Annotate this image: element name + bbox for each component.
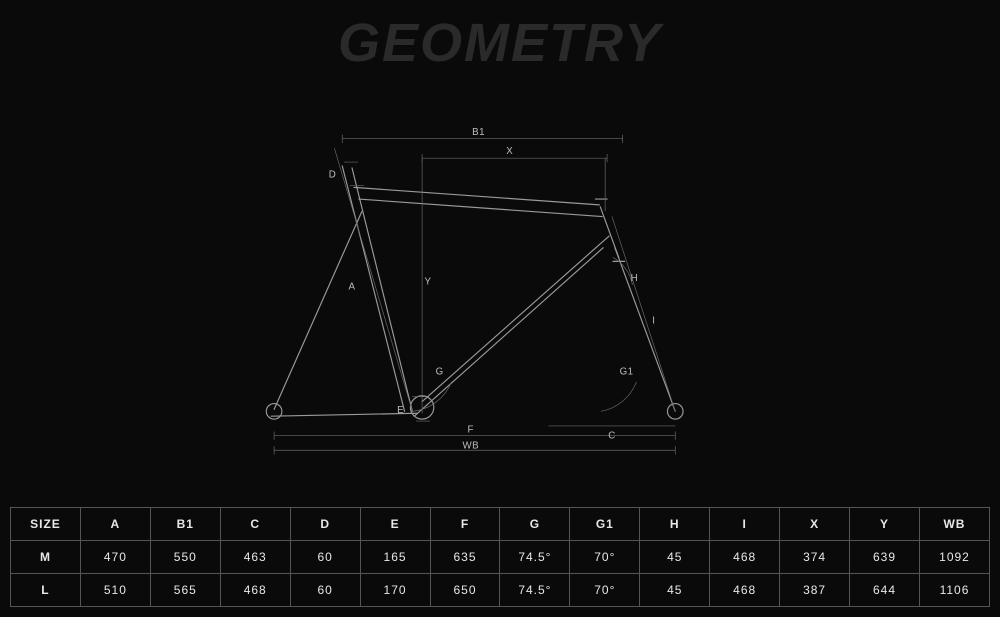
value-cell: 650 — [430, 574, 500, 607]
value-cell: 170 — [360, 574, 430, 607]
col-y: Y — [850, 508, 920, 541]
value-cell: 70° — [570, 574, 640, 607]
size-cell: L — [11, 574, 81, 607]
svg-text:Y: Y — [424, 277, 431, 288]
svg-text:I: I — [652, 316, 655, 327]
geometry-table-wrap: SIZEAB1CDEFGG1HIXYWB M470550463601656357… — [10, 507, 990, 607]
svg-text:C: C — [608, 431, 616, 442]
col-i: I — [710, 508, 780, 541]
svg-text:D: D — [329, 170, 337, 181]
value-cell: 468 — [710, 541, 780, 574]
value-cell: 70° — [570, 541, 640, 574]
svg-text:G1: G1 — [620, 366, 634, 377]
value-cell: 639 — [850, 541, 920, 574]
value-cell: 468 — [220, 574, 290, 607]
col-c: C — [220, 508, 290, 541]
value-cell: 165 — [360, 541, 430, 574]
value-cell: 74.5° — [500, 574, 570, 607]
value-cell: 45 — [640, 541, 710, 574]
value-cell: 45 — [640, 574, 710, 607]
value-cell: 60 — [290, 541, 360, 574]
svg-text:A: A — [349, 282, 356, 293]
value-cell: 635 — [430, 541, 500, 574]
col-g: G — [500, 508, 570, 541]
value-cell: 565 — [150, 574, 220, 607]
value-cell: 374 — [780, 541, 850, 574]
size-cell: M — [11, 541, 81, 574]
value-cell: 60 — [290, 574, 360, 607]
value-cell: 644 — [850, 574, 920, 607]
value-cell: 387 — [780, 574, 850, 607]
svg-text:E: E — [397, 405, 404, 416]
table-header-row: SIZEAB1CDEFGG1HIXYWB — [11, 508, 990, 541]
svg-text:F: F — [468, 425, 474, 436]
geometry-table: SIZEAB1CDEFGG1HIXYWB M470550463601656357… — [10, 507, 990, 607]
svg-text:WB: WB — [462, 440, 479, 451]
value-cell: 463 — [220, 541, 290, 574]
frame-svg: B1 X Y A D F WB C I H G G1 E — [220, 90, 780, 460]
col-wb: WB — [919, 508, 989, 541]
svg-text:H: H — [631, 273, 639, 284]
value-cell: 470 — [80, 541, 150, 574]
value-cell: 1106 — [919, 574, 989, 607]
col-f: F — [430, 508, 500, 541]
col-e: E — [360, 508, 430, 541]
col-g1: G1 — [570, 508, 640, 541]
value-cell: 550 — [150, 541, 220, 574]
col-b1: B1 — [150, 508, 220, 541]
svg-text:G: G — [436, 366, 444, 377]
value-cell: 74.5° — [500, 541, 570, 574]
table-row: M4705504636016563574.5°70°45468374639109… — [11, 541, 990, 574]
col-size: SIZE — [11, 508, 81, 541]
col-a: A — [80, 508, 150, 541]
page-title: GEOMETRY — [0, 12, 1000, 74]
frame-diagram: B1 X Y A D F WB C I H G G1 E — [220, 90, 780, 460]
svg-text:B1: B1 — [472, 127, 485, 138]
value-cell: 1092 — [919, 541, 989, 574]
table-row: L5105654686017065074.5°70°45468387644110… — [11, 574, 990, 607]
col-x: X — [780, 508, 850, 541]
col-h: H — [640, 508, 710, 541]
col-d: D — [290, 508, 360, 541]
value-cell: 510 — [80, 574, 150, 607]
geometry-page: GEOMETRY B1XYADFWBCIHGG1E SIZEAB1CDEFGG1… — [0, 0, 1000, 617]
svg-text:X: X — [506, 146, 513, 157]
value-cell: 468 — [710, 574, 780, 607]
